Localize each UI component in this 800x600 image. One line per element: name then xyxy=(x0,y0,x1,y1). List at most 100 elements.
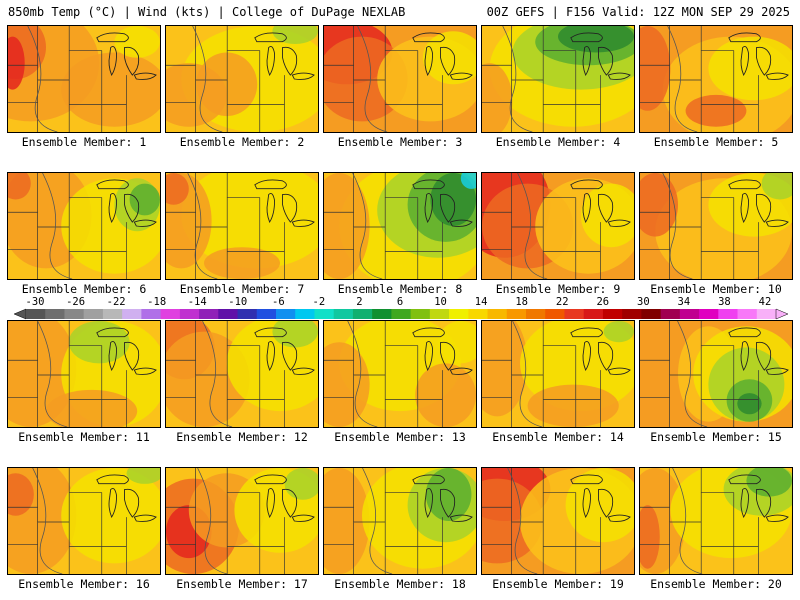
temperature-map xyxy=(324,173,476,279)
temperature-contour-region xyxy=(204,247,280,279)
temperature-contour-region xyxy=(640,505,660,569)
great-lakes-outline xyxy=(412,179,445,190)
great-lakes-outline xyxy=(291,514,315,522)
ensemble-member-label: Ensemble Member: 2 xyxy=(179,135,305,149)
temperature-contour-region xyxy=(272,26,318,45)
ensemble-map-panel xyxy=(481,172,635,280)
state-border xyxy=(8,345,102,398)
great-lakes-outline xyxy=(254,32,287,43)
temperature-contour-region xyxy=(129,183,160,216)
colorbar-swatch xyxy=(410,309,431,319)
great-lakes-outline xyxy=(765,219,789,227)
great-lakes-outline xyxy=(266,488,276,519)
great-lakes-outline xyxy=(108,193,118,224)
temperature-contour-region xyxy=(181,173,318,269)
colorbar-tick-label: -10 xyxy=(228,296,248,308)
temperature-contour-region xyxy=(460,173,476,189)
great-lakes-outline xyxy=(266,46,276,77)
isotherm-line xyxy=(32,468,63,574)
isotherm-line xyxy=(517,173,548,279)
temperature-contour-region xyxy=(685,94,747,127)
great-lakes-outline xyxy=(582,488,592,519)
isotherm-line xyxy=(352,173,383,279)
temperature-map xyxy=(166,173,318,279)
temperature-contour-region xyxy=(61,468,160,564)
ensemble-map-panel xyxy=(481,25,635,133)
great-lakes-outline xyxy=(412,32,445,43)
colorbar-swatch xyxy=(506,309,527,319)
chart-title: 850mb Temp (°C) | Wind (kts) | College o… xyxy=(8,5,406,19)
great-lakes-outline xyxy=(424,193,434,224)
isotherm-line xyxy=(677,321,708,427)
colorbar-swatch xyxy=(449,309,469,319)
great-lakes-outline xyxy=(607,72,631,80)
colorbar-swatch xyxy=(141,309,162,319)
colorbar-tick-label: -6 xyxy=(272,296,285,308)
ensemble-member-label: Ensemble Member: 14 xyxy=(492,430,624,444)
great-lakes-outline xyxy=(756,341,772,371)
great-lakes-outline xyxy=(254,327,287,338)
state-border xyxy=(8,197,102,250)
temperature-map xyxy=(166,26,318,132)
colorbar-swatch xyxy=(737,309,758,319)
temperature-contour-region xyxy=(737,393,762,415)
colorbar-swatch xyxy=(660,309,681,319)
temperature-contour-region xyxy=(166,173,189,205)
great-lakes-outline xyxy=(124,341,140,371)
great-lakes-outline xyxy=(570,474,603,485)
great-lakes-outline xyxy=(756,488,772,518)
temperature-map xyxy=(640,468,792,574)
temperature-contour-region xyxy=(580,183,634,248)
colorbar-swatch xyxy=(564,309,585,319)
great-lakes-outline xyxy=(607,219,631,227)
colorbar-swatch xyxy=(622,309,642,319)
temperature-contour-region xyxy=(324,342,370,427)
ensemble-map-panel xyxy=(323,25,477,133)
temperature-contour-region xyxy=(425,468,472,521)
colorbar-tick-label: 38 xyxy=(718,296,731,308)
isotherm-line xyxy=(662,173,693,279)
temperature-contour-region xyxy=(422,31,476,85)
ensemble-member-label: Ensemble Member: 9 xyxy=(495,282,621,296)
colorbar-swatch xyxy=(276,309,296,319)
great-lakes-outline xyxy=(124,193,140,223)
ensemble-member-label: Ensemble Member: 3 xyxy=(337,135,463,149)
temperature-map xyxy=(482,173,634,279)
temperature-contour-region xyxy=(708,36,792,101)
great-lakes-outline xyxy=(440,488,456,518)
great-lakes-outline xyxy=(133,72,157,80)
ensemble-map-panel xyxy=(639,467,793,575)
temperature-contour-region xyxy=(558,26,634,53)
ensemble-member-label: Ensemble Member: 7 xyxy=(179,282,305,296)
great-lakes-outline xyxy=(449,367,473,375)
ensemble-map-panel xyxy=(165,320,319,428)
temperature-colorbar xyxy=(14,308,788,320)
colorbar-tick-label: 22 xyxy=(555,296,569,308)
great-lakes-outline xyxy=(133,367,157,375)
colorbar-swatch xyxy=(314,309,335,319)
great-lakes-outline xyxy=(598,193,614,223)
isotherm-line xyxy=(502,26,533,132)
temperature-map xyxy=(640,26,792,132)
colorbar-tick-label: -2 xyxy=(312,296,326,308)
colorbar-swatch xyxy=(45,309,65,319)
temperature-map xyxy=(482,321,634,427)
colorbar-swatch xyxy=(237,309,258,319)
great-lakes-outline xyxy=(254,179,287,190)
great-lakes-outline xyxy=(765,72,789,80)
great-lakes-outline xyxy=(266,341,276,372)
ensemble-member-label: Ensemble Member: 4 xyxy=(495,135,621,149)
colorbar-tick-label: 18 xyxy=(515,296,528,308)
great-lakes-outline xyxy=(282,488,298,518)
great-lakes-outline xyxy=(266,193,276,224)
great-lakes-outline xyxy=(740,341,750,372)
colorbar-swatch xyxy=(122,309,142,319)
colorbar-swatch xyxy=(391,309,412,319)
great-lakes-outline xyxy=(412,327,445,338)
ensemble-member-label: Ensemble Member: 11 xyxy=(18,430,150,444)
colorbar-swatch xyxy=(372,309,392,319)
temperature-contour-region xyxy=(640,173,678,237)
colorbar-swatch xyxy=(602,309,623,319)
great-lakes-outline xyxy=(412,474,445,485)
colorbar-tick-label: 30 xyxy=(637,296,650,308)
